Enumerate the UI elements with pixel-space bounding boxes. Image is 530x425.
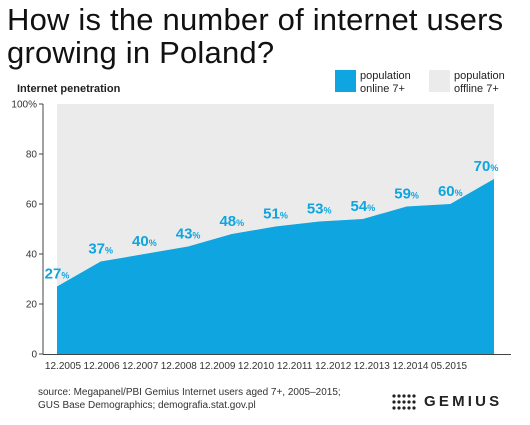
x-tick-label: 12.2008: [161, 361, 198, 372]
value-label: 48%: [219, 213, 244, 230]
value-label: 59%: [394, 186, 419, 203]
x-tick-label: 12.2009: [199, 361, 236, 372]
value-label: 70%: [474, 158, 499, 175]
online-area: [57, 179, 494, 354]
legend-label: online 7+: [360, 83, 405, 95]
source-line-1: source: Megapanel/PBI Gemius Internet us…: [38, 387, 341, 398]
legend-swatch: [335, 70, 356, 92]
gemius-dots-icon: [392, 393, 416, 410]
value-label: 40%: [132, 233, 157, 250]
value-label: 60%: [438, 183, 463, 200]
y-tick-label: 60: [26, 200, 38, 211]
value-label: 54%: [351, 198, 376, 215]
x-tick-label: 12.2013: [354, 361, 391, 372]
gemius-logo: GEMIUS: [392, 393, 502, 410]
y-tick-label: 20: [26, 300, 38, 311]
y-tick-label: 100%: [11, 100, 37, 111]
logo-text: GEMIUS: [424, 393, 503, 410]
y-tick-label: 40: [26, 250, 38, 261]
legend-label: population: [454, 70, 505, 82]
source-line-2: GUS Base Demographics; demografia.stat.g…: [38, 400, 256, 411]
value-label: 27%: [45, 266, 70, 283]
value-label: 43%: [176, 226, 201, 243]
x-tick-label: 12.2005: [45, 361, 82, 372]
chart-title: How is the number of internet users grow…: [7, 2, 504, 70]
x-tick-label: 12.2014: [392, 361, 429, 372]
y-tick-label: 0: [31, 350, 37, 361]
y-tick-label: 80: [26, 150, 38, 161]
value-label: 53%: [307, 201, 332, 218]
legend-label: offline 7+: [454, 83, 499, 95]
legend-label: population: [360, 70, 411, 82]
y-axis-title: Internet penetration: [17, 83, 121, 95]
value-label: 37%: [88, 241, 113, 258]
x-tick-label: 12.2012: [315, 361, 352, 372]
value-label: 51%: [263, 206, 288, 223]
x-tick-label: 12.2010: [238, 361, 275, 372]
source-note: source: Megapanel/PBI Gemius Internet us…: [38, 386, 341, 412]
x-tick-label: 12.2007: [122, 361, 159, 372]
x-tick-label: 05.2015: [431, 361, 468, 372]
x-tick-label: 12.2006: [84, 361, 121, 372]
legend-swatch: [429, 70, 450, 92]
x-tick-label: 12.2011: [277, 361, 313, 372]
